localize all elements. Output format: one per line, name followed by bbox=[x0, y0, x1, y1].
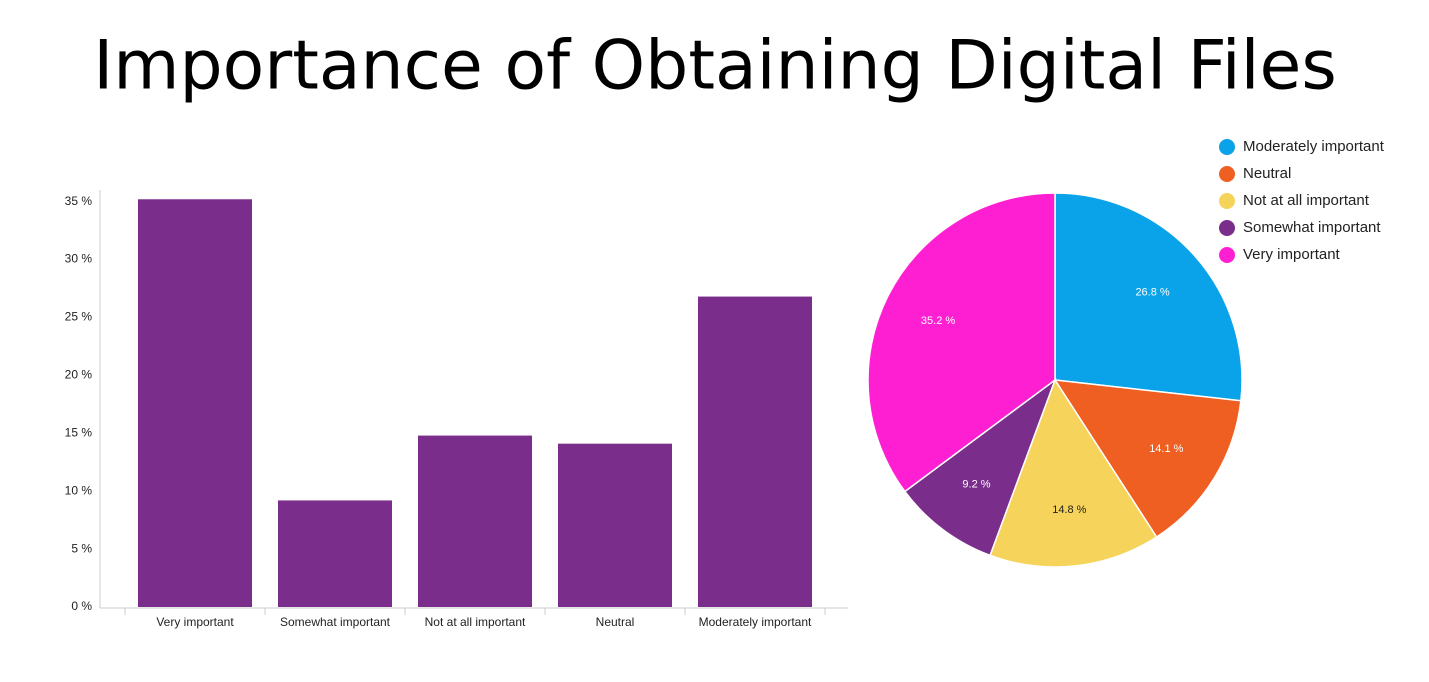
bar bbox=[138, 199, 252, 607]
y-tick-label: 25 % bbox=[65, 310, 93, 324]
y-tick-label: 35 % bbox=[65, 194, 93, 208]
slice-label: 14.1 % bbox=[1149, 443, 1183, 455]
legend-label: Moderately important bbox=[1243, 138, 1385, 155]
legend-swatch bbox=[1219, 220, 1235, 236]
y-tick-label: 15 % bbox=[65, 425, 93, 439]
legend-swatch bbox=[1219, 166, 1235, 182]
y-tick-label: 10 % bbox=[65, 483, 93, 497]
slice-label: 9.2 % bbox=[962, 479, 990, 491]
bar bbox=[278, 500, 392, 607]
pie-slice bbox=[1054, 192, 1243, 402]
pie-slice bbox=[989, 378, 1158, 568]
pie-slice bbox=[1053, 379, 1242, 539]
slice-label: 14.8 % bbox=[1052, 504, 1086, 516]
x-tick-label: Moderately important bbox=[699, 615, 812, 629]
y-tick-label: 20 % bbox=[65, 368, 93, 382]
bar bbox=[418, 435, 532, 607]
x-tick-label: Very important bbox=[156, 615, 234, 629]
y-tick-label: 0 % bbox=[71, 599, 92, 613]
slice-label: 26.8 % bbox=[1135, 287, 1169, 299]
legend-swatch bbox=[1219, 193, 1235, 209]
pie-slice bbox=[903, 377, 1057, 557]
legend-label: Very important bbox=[1243, 246, 1341, 263]
bar bbox=[698, 296, 812, 607]
legend-swatch bbox=[1219, 139, 1235, 155]
legend-label: Not at all important bbox=[1243, 192, 1370, 209]
y-tick-label: 5 % bbox=[71, 541, 92, 555]
x-tick-label: Somewhat important bbox=[280, 615, 391, 629]
slide-title: Importance of Obtaining Digital Files bbox=[93, 27, 1337, 106]
pie-slice bbox=[867, 192, 1056, 493]
legend-swatch bbox=[1219, 247, 1235, 263]
bar bbox=[558, 443, 672, 607]
slice-label: 35.2 % bbox=[921, 315, 955, 327]
legend-label: Somewhat important bbox=[1243, 219, 1381, 236]
x-tick-label: Not at all important bbox=[425, 615, 526, 629]
x-tick-label: Neutral bbox=[596, 615, 635, 629]
legend-label: Neutral bbox=[1243, 165, 1291, 182]
y-tick-label: 30 % bbox=[65, 252, 93, 266]
